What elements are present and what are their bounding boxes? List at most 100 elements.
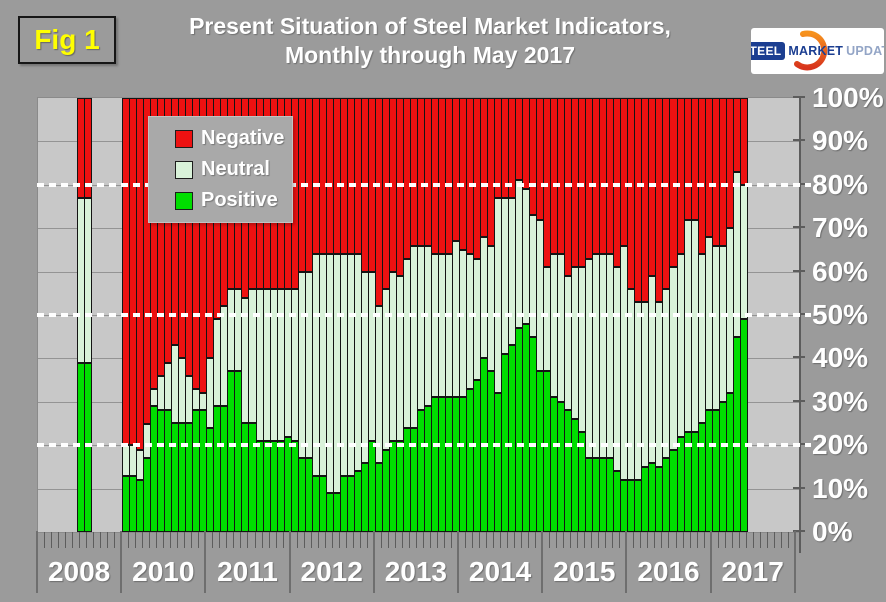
month-tick [759,532,761,548]
year-separator [625,531,628,593]
month-tick [394,532,396,548]
month-tick [408,532,410,548]
bar-2008-2 [83,98,92,532]
month-tick [387,532,389,548]
legend-item-negative: Negative [149,127,292,150]
month-tick [443,532,445,548]
month-tick [415,532,417,548]
month-tick [100,532,102,548]
y-tick-0 [793,530,805,532]
month-tick [668,532,670,548]
neutral-swatch-icon [175,160,193,179]
month-tick [352,532,354,548]
month-tick [619,532,621,548]
segment-positive [739,319,748,532]
y-tick-label-20: 20% [812,429,869,461]
year-separator [793,531,796,593]
month-tick [752,532,754,548]
month-tick [745,532,747,548]
month-tick [724,532,726,548]
chart-title-line1: Present Situation of Steel Market Indica… [189,13,671,39]
logo-word-update: UPDATE [846,44,884,58]
month-tick [486,532,488,548]
chart-title: Present Situation of Steel Market Indica… [140,12,720,70]
month-tick [633,532,635,548]
month-tick [584,532,586,548]
month-tick [317,532,319,548]
year-label-2017: 2017 [721,556,784,587]
year-label-2010: 2010 [132,556,195,587]
month-tick [303,532,305,548]
year-label-2016: 2016 [637,556,700,587]
y-tick-40 [793,356,805,359]
month-tick [577,532,579,548]
month-tick [780,532,782,548]
month-tick [528,532,530,548]
month-tick [191,532,193,548]
month-tick [401,532,403,548]
month-tick [345,532,347,548]
segment-positive [83,362,92,532]
month-tick [612,532,614,548]
month-tick [479,532,481,548]
month-tick [535,532,537,548]
month-tick [429,532,431,548]
y-tick-label-30: 30% [812,385,869,417]
month-tick [359,532,361,548]
month-tick [521,532,523,548]
month-tick [500,532,502,548]
month-tick [156,532,158,548]
y-axis-line [799,97,801,553]
month-tick [717,532,719,548]
legend-label-positive: Positive [201,189,278,211]
month-tick [142,532,144,548]
month-tick [170,532,172,548]
month-tick [149,532,151,548]
year-separator [541,531,544,593]
segment-neutral [83,197,92,363]
year-label-2011: 2011 [217,556,278,587]
month-tick [65,532,67,548]
month-tick [331,532,333,548]
month-tick [198,532,200,548]
month-tick [738,532,740,548]
month-tick [654,532,656,548]
month-tick [86,532,88,548]
steel-market-update-logo: STEEL MARKET UPDATE [751,28,884,74]
month-tick [591,532,593,548]
segment-negative [83,98,92,198]
y-tick-label-10: 10% [812,472,869,504]
chart-title-line2: Monthly through May 2017 [284,42,576,68]
logo-swoosh-icon [794,30,828,71]
year-separator [456,531,459,593]
month-tick [696,532,698,548]
legend-item-neutral: Neutral [149,158,292,181]
year-separator [288,531,291,593]
month-tick [422,532,424,548]
month-tick [163,532,165,548]
month-tick [507,532,509,548]
guide-line-50 [37,313,811,317]
y-tick-label-40: 40% [812,342,869,374]
month-tick [135,532,137,548]
month-tick [338,532,340,548]
legend-label-negative: Negative [201,127,285,149]
legend-label-neutral: Neutral [201,158,270,180]
month-tick [661,532,663,548]
y-tick-70 [793,226,805,229]
year-separator [372,531,375,593]
month-tick [556,532,558,548]
month-tick [647,532,649,548]
month-tick [233,532,235,548]
positive-swatch-icon [175,191,193,210]
month-tick [44,532,46,548]
month-tick [787,532,789,548]
month-tick [472,532,474,548]
month-tick [114,532,116,548]
y-tick-90 [793,139,805,142]
month-tick [675,532,677,548]
month-tick [275,532,277,548]
y-tick-10 [793,486,805,489]
guide-line-20 [37,443,811,448]
